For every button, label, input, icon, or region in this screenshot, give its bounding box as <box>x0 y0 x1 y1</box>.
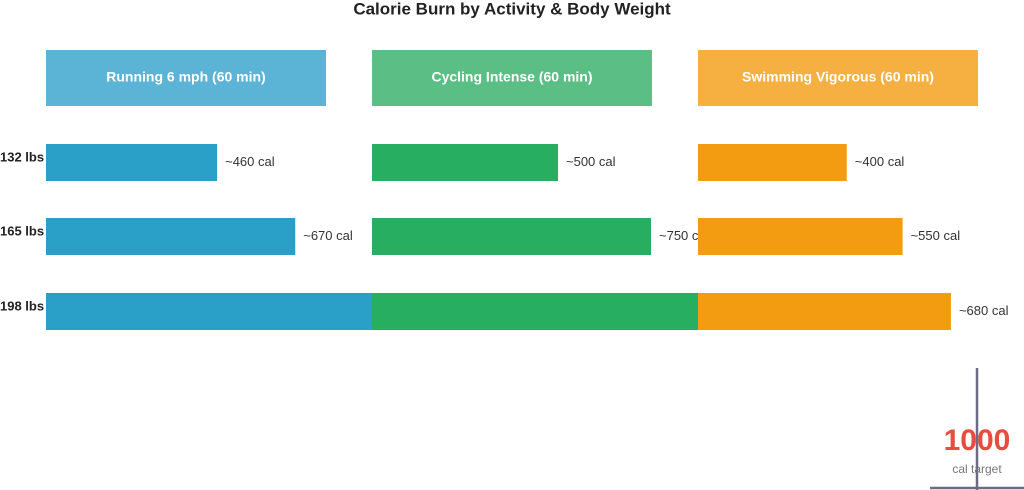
panel-header <box>372 50 652 106</box>
bar <box>46 144 218 181</box>
bar <box>698 293 951 330</box>
value-label: ~400 cal <box>855 154 905 169</box>
bar <box>46 218 296 255</box>
value-label: ~460 cal <box>225 154 275 169</box>
bar <box>698 144 847 181</box>
target-value: 1000 <box>944 424 1011 457</box>
bar <box>46 293 374 330</box>
panel-header <box>46 50 326 106</box>
row-label: 132 lbs <box>0 149 44 164</box>
target-label: cal target <box>952 462 1002 476</box>
bar <box>372 293 707 330</box>
bar <box>698 218 903 255</box>
legend-label: Cycling Intense (60 min) <box>431 69 592 85</box>
bar <box>372 144 558 181</box>
bar <box>372 218 651 255</box>
value-label: ~750 cal <box>659 228 709 243</box>
value-label: ~670 cal <box>303 228 353 243</box>
value-label: ~550 cal <box>911 228 961 243</box>
legend-label: Running 6 mph (60 min) <box>106 69 265 85</box>
legend-label: Swimming Vigorous (60 min) <box>742 69 934 85</box>
row-label: 198 lbs <box>0 298 44 313</box>
panel-header <box>698 50 978 106</box>
value-label: ~680 cal <box>959 303 1009 318</box>
chart-title: Calorie Burn by Activity & Body Weight <box>353 0 671 18</box>
row-label: 165 lbs <box>0 223 44 238</box>
value-label: ~500 cal <box>566 154 616 169</box>
